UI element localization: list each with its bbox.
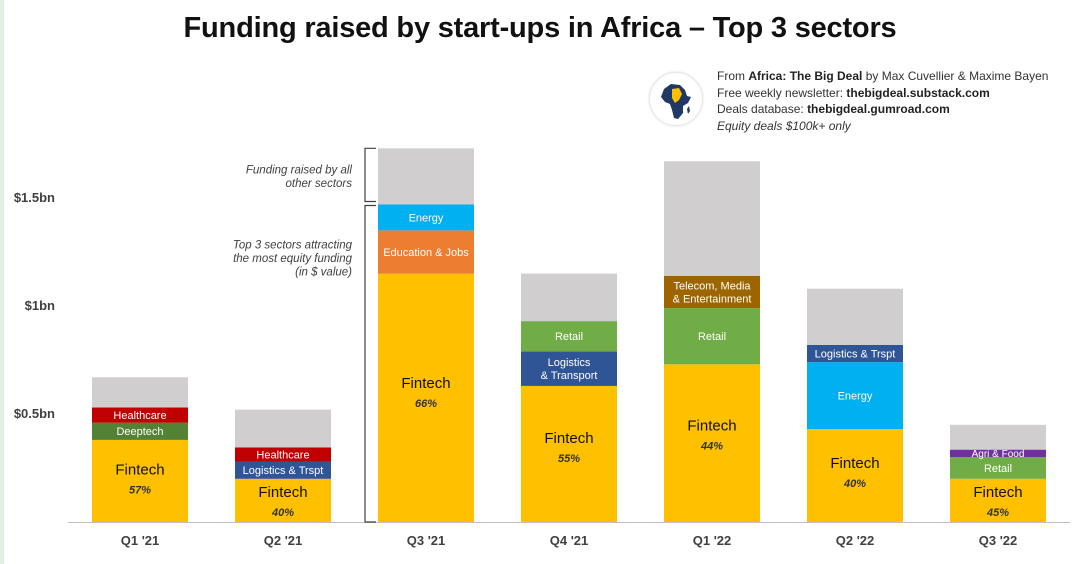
bar-segment-other-sectors <box>378 148 474 205</box>
bar-segment-retail <box>950 457 1046 479</box>
segment-pct-label: 45% <box>986 507 1009 519</box>
segment-label: Education & Jobs <box>383 247 469 259</box>
bar-segment-deeptech <box>92 422 188 440</box>
segment-pct-label: 55% <box>558 453 580 465</box>
segment-label: Logistics & Trspt <box>243 465 324 477</box>
segment-label-fintech: Fintech <box>115 461 164 478</box>
segment-label: Retail <box>698 331 726 343</box>
bar-segment-other-sectors <box>664 161 760 276</box>
bar-segment-fintech <box>664 364 760 522</box>
x-category-label: Q2 '21 <box>264 533 303 548</box>
bar-segment-retail <box>521 321 617 352</box>
annotation-top3-sectors: Top 3 sectors attracting the most equity … <box>233 240 353 279</box>
segment-label-fintech: Fintech <box>830 455 879 472</box>
newsletter-link[interactable]: thebigdeal.substack.com <box>846 85 990 100</box>
bar-segment-other-sectors <box>235 409 331 448</box>
segment-label: Telecom, Media & Entertainment <box>673 280 752 305</box>
bar-segment-agri-food <box>950 449 1046 458</box>
bracket-top3-sectors <box>364 204 376 523</box>
segment-pct-label: 40% <box>271 507 294 519</box>
annotation-other-sectors: Funding raised by all other sectors <box>246 164 353 190</box>
segment-pct-label: 40% <box>843 478 866 490</box>
bar-segment-logistics-trspt <box>807 344 903 363</box>
segment-label: Agri & Food <box>972 449 1025 460</box>
source-line-2: Free weekly newsletter: thebigdeal.subst… <box>717 85 990 100</box>
africa-map-icon <box>650 73 702 125</box>
y-tick-label: $0.5bn <box>14 406 55 421</box>
segment-label: Healthcare <box>113 410 166 422</box>
database-link[interactable]: thebigdeal.gumroad.com <box>807 102 950 116</box>
segment-pct-label: 44% <box>700 441 723 453</box>
bar-segment-fintech <box>807 429 903 522</box>
bar-segment-energy <box>378 204 474 231</box>
bar-segment-fintech <box>92 439 188 522</box>
bar-segment-other-sectors <box>950 424 1046 450</box>
segment-label-fintech: Fintech <box>687 418 736 435</box>
bar-segment-fintech <box>950 478 1046 522</box>
bar-segment-other-sectors <box>807 288 903 345</box>
left-edge-strip <box>0 0 4 564</box>
chart-title: Funding raised by start-ups in Africa – … <box>183 12 897 44</box>
segment-label: Retail <box>984 463 1012 475</box>
bar-segment-other-sectors <box>521 273 617 322</box>
x-category-label: Q3 '22 <box>979 533 1018 548</box>
source-line-3: Deals database: thebigdeal.gumroad.com <box>717 102 950 116</box>
x-category-label: Q4 '21 <box>550 533 589 548</box>
bar-segment-energy <box>807 362 903 430</box>
segment-label: Logistics & Transport <box>541 357 598 382</box>
segment-label-fintech: Fintech <box>258 484 307 501</box>
segment-label-fintech: Fintech <box>544 430 593 447</box>
segment-pct-label: 57% <box>129 484 151 496</box>
bar-segment-fintech <box>521 385 617 522</box>
x-category-label: Q1 '21 <box>121 533 160 548</box>
bar-segment-telecom-media-entertainment <box>664 275 760 309</box>
segment-pct-label: 66% <box>415 398 437 410</box>
x-category-label: Q2 '22 <box>836 533 875 548</box>
bar-segment-healthcare <box>92 407 188 423</box>
y-tick-label: $1bn <box>25 298 55 313</box>
source-line-4: Equity deals $100k+ only <box>717 118 851 133</box>
segment-label: Energy <box>409 212 444 224</box>
bar-segment-logistics-trspt <box>235 461 331 479</box>
bar-segment-healthcare <box>235 447 331 462</box>
x-category-label: Q3 '21 <box>407 533 446 548</box>
segment-label-fintech: Fintech <box>401 375 450 392</box>
segment-label: Energy <box>838 391 873 403</box>
bar-segment-retail <box>664 308 760 365</box>
bar-segment-fintech <box>235 478 331 522</box>
segment-label: Retail <box>555 331 583 343</box>
bar-segment-other-sectors <box>92 377 188 408</box>
bar-segment-education-jobs <box>378 230 474 274</box>
y-tick-label: $1.5bn <box>14 190 55 205</box>
bracket-other-sectors <box>364 147 376 203</box>
segment-label: Deeptech <box>116 426 163 438</box>
bar-segment-fintech <box>378 273 474 522</box>
source-line-1: From Africa: The Big Deal by Max Cuvelli… <box>717 69 1049 83</box>
segment-label: Logistics & Trspt <box>815 348 896 360</box>
segment-label-fintech: Fintech <box>973 484 1022 501</box>
x-category-label: Q1 '22 <box>693 533 732 548</box>
segment-label: Healthcare <box>256 449 309 461</box>
bar-segment-logistics-transport <box>521 351 617 386</box>
source-credits: From Africa: The Big Deal by Max Cuvelli… <box>717 68 1048 134</box>
